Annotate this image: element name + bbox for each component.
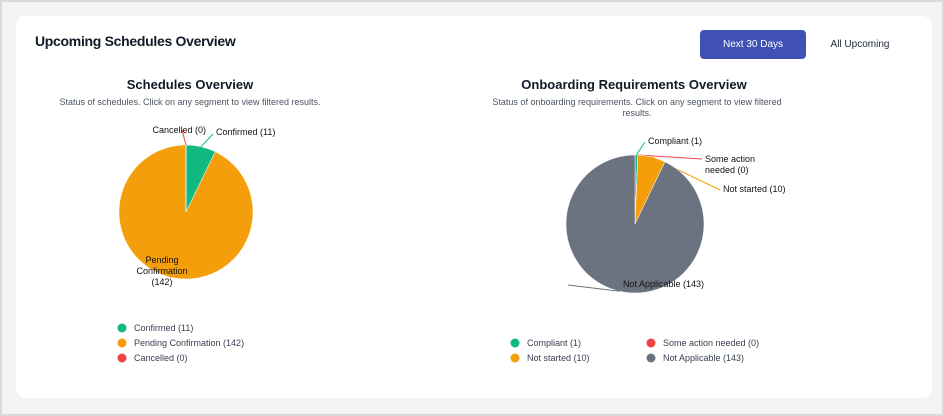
callout-label: Compliant (1) [648,136,703,146]
legend-swatch [117,338,127,348]
legend-swatch [510,338,520,348]
chart-subtitle: Status of schedules. Click on any segmen… [59,97,321,107]
pie-chart [117,129,254,363]
leader-line [149,267,172,278]
legend-entry[interactable]: Some action needed (0) [663,337,760,348]
leader-line [635,141,646,156]
legend-entry[interactable]: Not started (10) [527,352,590,363]
callout-label: Confirmed (11) [216,127,276,137]
chart-panel: Onboarding Requirements Overview Status o… [480,62,788,392]
leader-line [567,284,620,292]
callout-label: Pending Confirmation (142) [136,255,188,287]
page-title: Upcoming Schedules Overview [35,33,236,49]
legend-entry[interactable]: Pending Confirmation (142) [134,337,245,348]
legend-entry[interactable]: Cancelled (0) [134,352,188,363]
callout-label: Not started (10) [723,184,786,194]
legend-swatch [646,353,656,363]
legend-entry[interactable]: Compliant (1) [527,337,582,348]
legend-swatch [646,338,656,348]
button[interactable]: Next 30 Days [700,30,806,59]
callout-label: Not Applicable (143) [622,279,704,289]
legend-entry[interactable]: Confirmed (11) [134,322,194,333]
legend-swatch [117,323,127,333]
leader-line [651,156,721,191]
chart-title: Onboarding Requirements Overview [521,77,747,92]
callout-label: Cancelled (0) [152,125,206,135]
button[interactable]: All Upcoming [830,39,890,50]
chart-subtitle: Status of onboarding requirements. Click… [492,97,782,118]
legend-swatch [117,353,127,363]
legend-entry[interactable]: Not Applicable (143) [663,352,745,363]
leader-line [637,154,703,160]
legend-swatch [510,353,520,363]
chart-panel: Schedules Overview Status of schedules. C… [20,62,360,392]
pie-chart [510,141,721,363]
leader-line [181,129,187,146]
chart-title: Schedules Overview [126,77,254,92]
leader-line [200,133,214,148]
pie-slice[interactable] [565,154,705,294]
callout-label: Some action needed (0) [705,154,756,175]
